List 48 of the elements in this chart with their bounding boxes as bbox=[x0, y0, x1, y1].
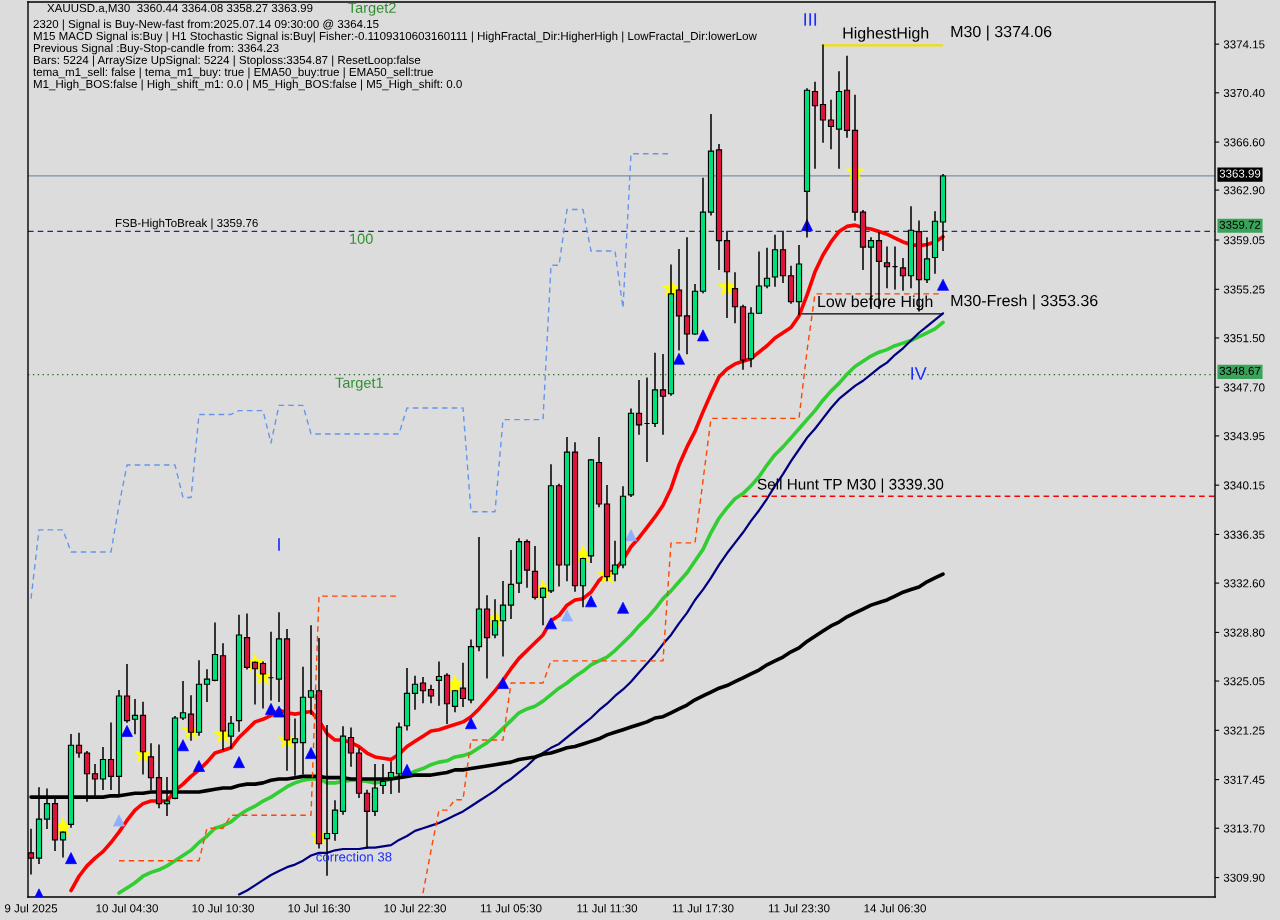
text: M30-Fresh | 3353.36 bbox=[951, 294, 1098, 310]
y-tick-label: 3340.15 bbox=[1223, 481, 1265, 490]
x-tick-label: 10 Jul 16:30 bbox=[288, 903, 350, 913]
ref-line-label: 3359.72 bbox=[1219, 220, 1261, 229]
y-tick-label: 3370.40 bbox=[1223, 88, 1265, 98]
annotation: Target2 bbox=[348, 2, 396, 16]
y-tick-label: 3328.80 bbox=[1223, 628, 1265, 637]
x-tick-label: 11 Jul 11:30 bbox=[577, 903, 638, 913]
x-tick-label: 11 Jul 23:30 bbox=[768, 903, 830, 913]
annotation: XAUUSD.a,M30 3360.44 3364.08 3358.27 3363.99 bbox=[47, 3, 313, 14]
x-tick-label: 10 Jul 10:30 bbox=[192, 903, 254, 913]
annotation: tema_m1_sell: false | tema_m1_buy: true | EMA50_buy:true | EMA50_sell:true bbox=[33, 67, 433, 79]
annotation: 100 bbox=[350, 233, 373, 244]
y-tick-label: 3309.90 bbox=[1223, 873, 1265, 882]
y-tick-label: 3355.25 bbox=[1223, 285, 1265, 294]
x-tick-label: 14 Jul 06:30 bbox=[864, 903, 926, 913]
x-tick-label: 11 Jul 17:30 bbox=[672, 903, 734, 913]
ref-line-label: 3363.99 bbox=[1219, 169, 1261, 178]
y-tick-label: 3336.35 bbox=[1223, 530, 1265, 539]
text: M30 | 3374.06 bbox=[951, 25, 1052, 41]
annotation: M1_High_BOS:false | High_shift_m1: 0.0 | M5_High_BOS:false | M5_High_shift: 0.0 bbox=[33, 79, 462, 91]
y-tick-label: 3321.25 bbox=[1223, 726, 1265, 735]
ref-line-label: 3348.67 bbox=[1219, 366, 1261, 375]
y-tick-label: 3362.90 bbox=[1223, 186, 1265, 195]
y-tick-label: 3351.50 bbox=[1223, 334, 1265, 343]
x-tick-label: 10 Jul 04:30 bbox=[96, 903, 158, 913]
y-tick-label: 3366.60 bbox=[1223, 138, 1265, 147]
annotation: M15 MACD Signal is:Buy | H1 Stochastic Signal is:Buy| Fisher:-0.1109310603160111 | HighFractal_Dir:HigherHigh | LowFractal_Dir:lowerLow bbox=[33, 31, 757, 43]
annotation: III bbox=[804, 13, 817, 26]
x-tick-label: 9 Jul 2025 bbox=[4, 903, 58, 913]
y-tick-label: 3325.05 bbox=[1223, 677, 1265, 686]
annotation: FSB-HighToBreak | 3359.76 bbox=[115, 218, 258, 230]
y-tick-label: 3313.70 bbox=[1223, 824, 1265, 833]
annotation: Previous Signal :Buy-Stop-candle from: 3364.23 bbox=[33, 43, 279, 55]
y-tick-label: 3374.15 bbox=[1223, 40, 1265, 49]
annotation: 2320 | Signal is Buy-New-fast from:2025.07.14 09:30:00 @ 3364.15 bbox=[33, 19, 379, 31]
y-tick-label: 3332.60 bbox=[1223, 579, 1265, 588]
ref-line-label: HighestHigh bbox=[843, 26, 929, 42]
y-tick-label: 3343.95 bbox=[1223, 432, 1265, 441]
annotation: Target1 bbox=[335, 377, 383, 391]
x-tick-label: 10 Jul 22:30 bbox=[384, 903, 446, 913]
y-tick-label: 3359.05 bbox=[1223, 236, 1265, 245]
y-tick-label: 3347.70 bbox=[1223, 383, 1265, 392]
annotation: I bbox=[278, 538, 280, 551]
x-tick-label: 11 Jul 05:30 bbox=[480, 903, 542, 913]
annotation: Bars: 5224 | ArraySize UpSignal: 5224 | Stoploss:3354.87 | ResetLoop:false bbox=[33, 55, 421, 67]
y-tick-label: 3317.45 bbox=[1223, 775, 1265, 784]
annotation: IV bbox=[911, 367, 927, 380]
